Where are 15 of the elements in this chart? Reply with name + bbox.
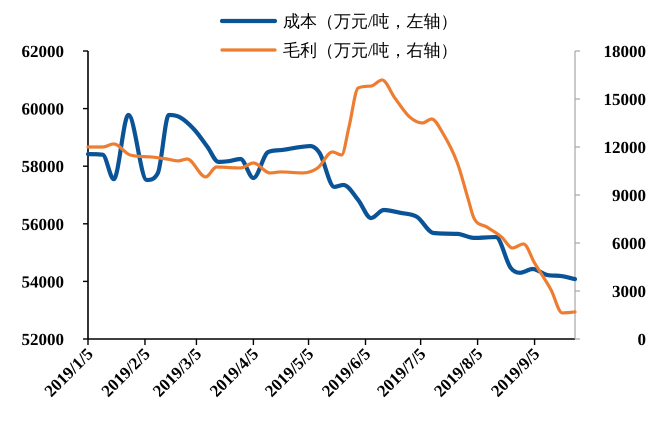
y2-tick-label: 18000 (604, 42, 646, 61)
legend-label: 毛利（万元/吨，右轴） (283, 41, 458, 60)
y2-tick-label: 0 (638, 330, 646, 349)
y2-tick-label: 12000 (604, 138, 646, 157)
y-tick-label: 54000 (22, 272, 64, 292)
y-tick-label: 62000 (22, 42, 64, 61)
y2-tick-label: 3000 (612, 282, 646, 301)
y-tick-label: 52000 (22, 330, 64, 349)
y-tick-label: 58000 (22, 157, 64, 176)
y2-tick-label: 15000 (604, 90, 646, 109)
legend-label: 成本（万元/吨，左轴） (283, 12, 458, 31)
y2-tick-label: 6000 (612, 234, 646, 253)
y2-tick-label: 9000 (612, 186, 646, 205)
y-tick-label: 60000 (22, 100, 64, 119)
y-tick-label: 56000 (22, 214, 64, 234)
